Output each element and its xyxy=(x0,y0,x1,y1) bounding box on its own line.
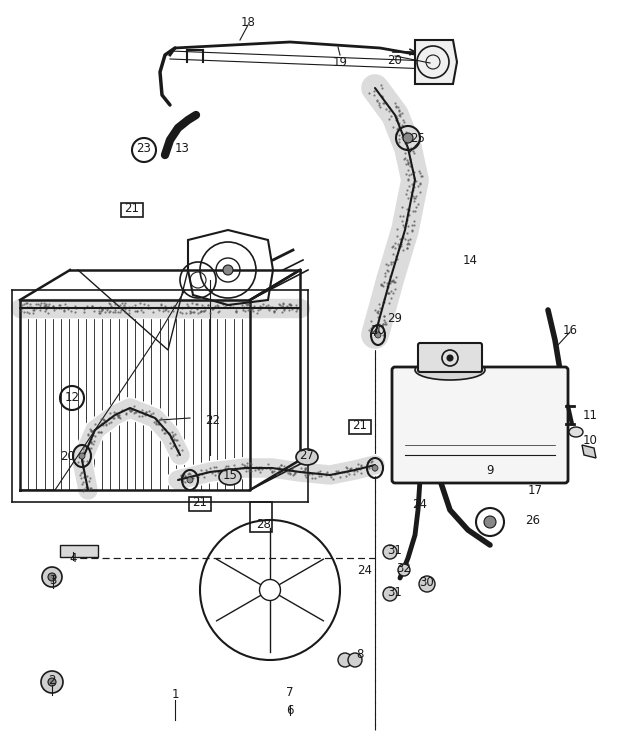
Circle shape xyxy=(348,653,362,667)
Circle shape xyxy=(338,653,352,667)
Ellipse shape xyxy=(219,469,241,485)
Text: 9: 9 xyxy=(486,463,493,477)
Bar xyxy=(250,502,272,532)
Text: 24: 24 xyxy=(358,564,372,576)
Text: 27: 27 xyxy=(300,449,314,461)
Text: 3: 3 xyxy=(49,573,57,587)
Text: 21: 21 xyxy=(193,496,207,508)
Polygon shape xyxy=(415,40,457,84)
Circle shape xyxy=(48,573,56,581)
Circle shape xyxy=(383,545,397,559)
Text: 15: 15 xyxy=(223,469,237,482)
Ellipse shape xyxy=(296,449,318,465)
Circle shape xyxy=(41,671,63,693)
Text: 7: 7 xyxy=(286,687,294,700)
Text: 2: 2 xyxy=(48,673,56,687)
Circle shape xyxy=(223,265,233,275)
Text: 20: 20 xyxy=(61,449,76,463)
Circle shape xyxy=(398,564,410,576)
Text: 19: 19 xyxy=(333,55,348,69)
Text: 6: 6 xyxy=(286,704,294,717)
Text: 18: 18 xyxy=(241,16,255,29)
Text: 32: 32 xyxy=(397,562,412,574)
Text: 31: 31 xyxy=(388,543,403,556)
Text: 16: 16 xyxy=(563,324,577,336)
Circle shape xyxy=(48,678,56,686)
Text: 4: 4 xyxy=(69,551,77,565)
Circle shape xyxy=(259,579,280,601)
Text: 20: 20 xyxy=(371,324,385,336)
FancyBboxPatch shape xyxy=(418,343,482,372)
Circle shape xyxy=(403,133,413,143)
Bar xyxy=(349,420,371,434)
Text: 30: 30 xyxy=(420,576,435,588)
Text: 25: 25 xyxy=(411,132,426,145)
Text: 24: 24 xyxy=(413,499,428,511)
Text: 8: 8 xyxy=(356,649,364,661)
Circle shape xyxy=(372,465,378,471)
Text: 28: 28 xyxy=(257,519,271,531)
Circle shape xyxy=(383,587,397,601)
Text: 23: 23 xyxy=(136,141,152,154)
Text: 12: 12 xyxy=(65,390,79,403)
Text: 21: 21 xyxy=(353,418,367,432)
Text: 31: 31 xyxy=(388,585,403,599)
Circle shape xyxy=(375,332,381,338)
Text: 21: 21 xyxy=(125,202,140,214)
Text: 1: 1 xyxy=(172,689,179,701)
Circle shape xyxy=(187,477,193,483)
Text: 14: 14 xyxy=(463,253,477,267)
Bar xyxy=(60,545,98,557)
Bar xyxy=(189,497,211,511)
Text: 11: 11 xyxy=(582,409,598,421)
Circle shape xyxy=(419,576,435,592)
Text: 29: 29 xyxy=(387,312,403,324)
Text: 10: 10 xyxy=(582,434,597,446)
Text: 22: 22 xyxy=(205,414,221,426)
Circle shape xyxy=(484,516,496,528)
Ellipse shape xyxy=(569,427,583,437)
Polygon shape xyxy=(582,445,596,458)
Circle shape xyxy=(447,355,453,361)
Circle shape xyxy=(42,567,62,587)
Bar xyxy=(121,203,143,217)
FancyBboxPatch shape xyxy=(392,367,568,483)
Text: 17: 17 xyxy=(527,483,543,497)
Text: 13: 13 xyxy=(175,141,189,154)
Text: 26: 26 xyxy=(525,514,541,526)
Text: 20: 20 xyxy=(388,53,403,67)
Circle shape xyxy=(79,453,85,459)
Ellipse shape xyxy=(415,360,485,380)
